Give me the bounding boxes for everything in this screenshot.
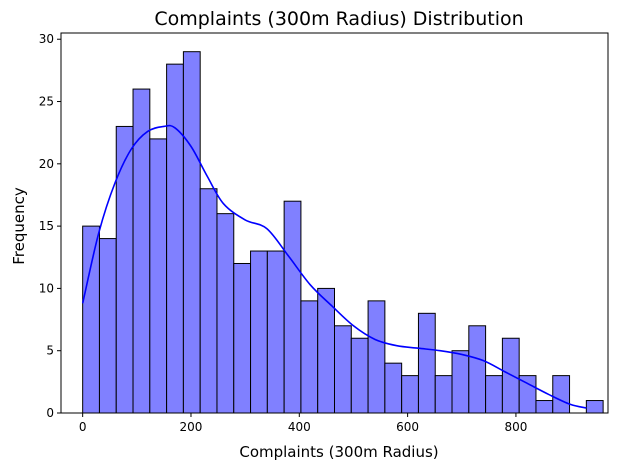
x-tick-label: 400 xyxy=(288,420,311,434)
y-tick-label: 25 xyxy=(39,95,54,109)
histogram-bar xyxy=(468,325,487,414)
histogram-bar xyxy=(535,400,554,414)
histogram-bar xyxy=(367,300,386,414)
histogram-bar xyxy=(199,188,218,414)
histogram-bar xyxy=(132,88,151,414)
histogram-bars xyxy=(82,51,604,414)
histogram-bar xyxy=(552,375,571,414)
histogram-bar xyxy=(149,138,168,414)
kde-curve xyxy=(81,124,587,409)
x-axis-label: Complaints (300m Radius) xyxy=(239,443,438,461)
histogram-bar xyxy=(266,250,285,414)
histogram-bar xyxy=(283,200,302,414)
plot-frame xyxy=(60,32,609,414)
x-tick-label: 200 xyxy=(180,420,203,434)
y-tick-label: 0 xyxy=(46,406,54,420)
histogram-bar xyxy=(585,400,604,414)
histogram-bar xyxy=(401,375,419,414)
histogram-bar xyxy=(334,325,352,414)
y-axis-ticks: 0 5 10 15 20 25 30 xyxy=(39,32,61,420)
histogram-bar xyxy=(300,300,319,414)
histogram-bar xyxy=(434,375,453,414)
chart-title: Complaints (300m Radius) Distribution xyxy=(154,8,523,30)
histogram-bar xyxy=(350,337,369,414)
histogram-bar xyxy=(417,312,436,414)
y-tick-label: 10 xyxy=(39,281,54,295)
histogram-bar xyxy=(250,250,268,414)
histogram-bar xyxy=(98,238,117,414)
histogram-bar xyxy=(166,63,184,414)
y-tick-label: 20 xyxy=(39,157,54,171)
x-tick-label: 800 xyxy=(504,420,527,434)
y-tick-label: 30 xyxy=(39,32,54,46)
histogram-bar xyxy=(384,362,403,414)
x-axis-ticks: 0 200 400 600 800 xyxy=(79,413,527,434)
x-tick-label: 600 xyxy=(396,420,419,434)
histogram-bar xyxy=(485,375,503,414)
x-tick-label: 0 xyxy=(79,420,87,434)
histogram-bar xyxy=(82,225,100,414)
histogram-bar xyxy=(115,125,134,414)
histogram-bar xyxy=(233,262,252,414)
histogram-bar xyxy=(182,51,201,414)
y-tick-label: 15 xyxy=(39,219,54,233)
histogram-bar xyxy=(451,350,470,414)
y-axis-label: Frequency xyxy=(10,187,28,265)
histogram-bar xyxy=(216,213,235,414)
y-tick-label: 5 xyxy=(46,344,54,358)
kde-curve-group xyxy=(81,124,587,409)
